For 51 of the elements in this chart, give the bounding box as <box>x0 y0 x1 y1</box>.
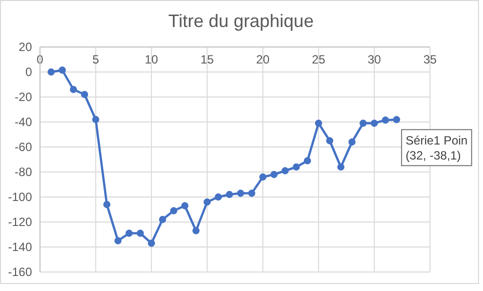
point <box>270 170 278 178</box>
y-tick-label: -160 <box>8 264 32 279</box>
y-tick-label: -40 <box>14 114 32 129</box>
point <box>114 237 122 244</box>
annotation: Série1 Poin (32, -38,1) <box>406 134 468 163</box>
point <box>292 163 300 171</box>
point <box>393 116 400 124</box>
x-tick-label: 10 <box>144 52 158 67</box>
point <box>370 120 378 127</box>
point <box>226 190 233 198</box>
point <box>348 138 356 146</box>
y-tick-label: -100 <box>8 190 32 204</box>
x-tick-label: 15 <box>200 52 214 67</box>
point <box>214 193 222 201</box>
y-tick-label: -60 <box>14 140 32 154</box>
point <box>70 86 77 94</box>
y-tick-label: -140 <box>8 240 32 254</box>
point <box>159 216 166 224</box>
point <box>326 137 334 144</box>
x-tick-label: 20 <box>256 52 270 67</box>
y-tick-label: -20 <box>14 90 32 104</box>
y-tick-label: -120 <box>8 214 32 229</box>
point <box>136 230 144 237</box>
point <box>58 66 66 74</box>
x-tick-label: 35 <box>423 52 437 67</box>
y-tick-label: 20 <box>18 40 32 54</box>
point <box>360 120 367 127</box>
point <box>237 190 244 197</box>
point <box>315 120 322 127</box>
point <box>103 200 110 208</box>
chart-title: Titre du graphique <box>168 11 314 31</box>
point <box>259 173 266 181</box>
x-tick-label: 30 <box>368 52 382 67</box>
point <box>192 227 200 234</box>
point <box>148 240 155 247</box>
point <box>382 116 389 124</box>
point <box>48 68 55 76</box>
point <box>337 163 344 171</box>
point <box>170 207 178 214</box>
y-tick-label: 0 <box>25 64 32 79</box>
point <box>181 202 188 210</box>
point <box>126 230 133 237</box>
point <box>304 157 311 164</box>
point <box>81 90 88 98</box>
x-tick-label: 5 <box>92 52 100 67</box>
point <box>92 116 100 124</box>
point <box>282 167 289 174</box>
x-tick-label: 25 <box>312 52 326 67</box>
point <box>204 198 211 206</box>
y-tick-label: -80 <box>14 164 32 179</box>
point <box>248 190 256 197</box>
